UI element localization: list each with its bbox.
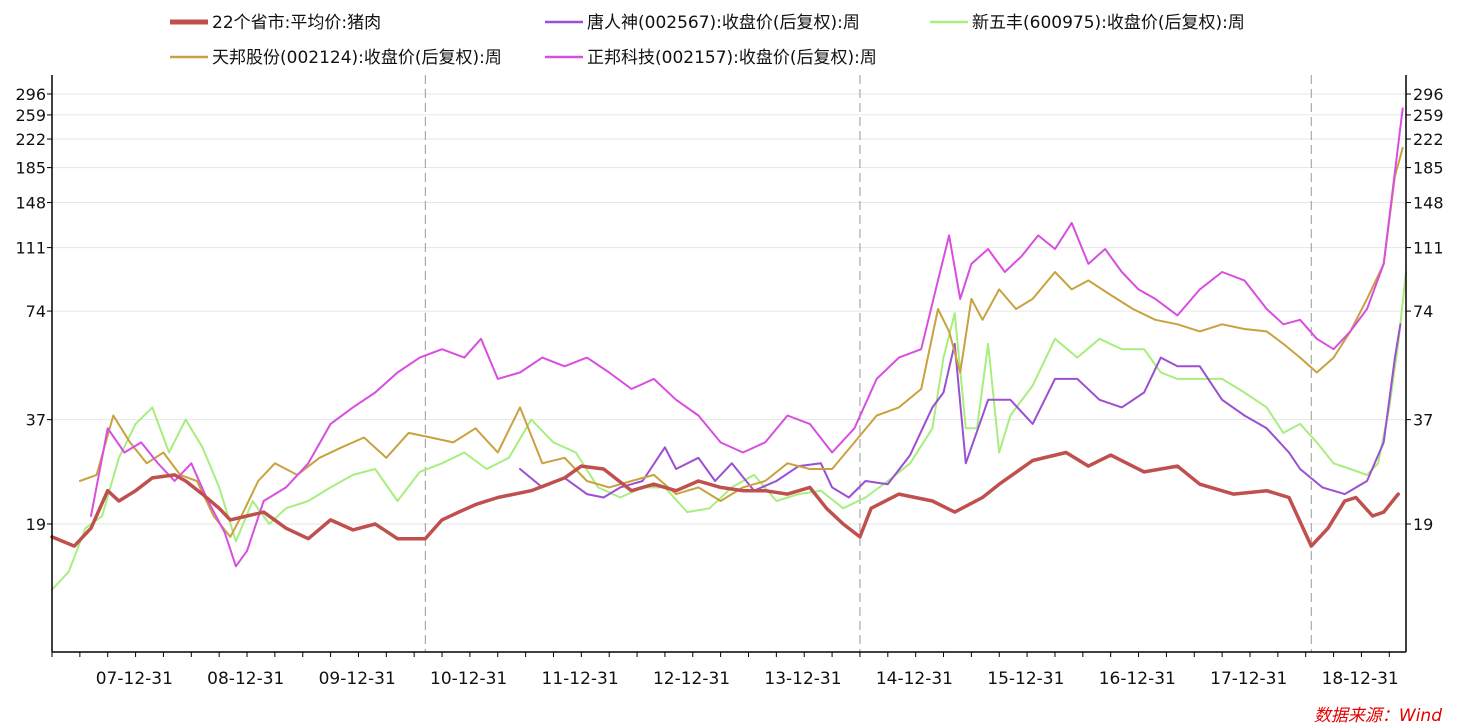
axes [51, 75, 1407, 653]
y-tick-label-left: 222 [15, 130, 46, 149]
x-tick-label: 12-12-31 [653, 669, 730, 689]
x-tick-label: 16-12-31 [1099, 669, 1176, 689]
vertical-markers [424, 75, 1312, 652]
y-tick-label-left: 148 [15, 194, 46, 213]
legend-label: 22个省市:平均价:猪肉 [212, 13, 381, 33]
y-tick-label-right: 111 [1413, 239, 1444, 258]
x-tick-label: 15-12-31 [987, 669, 1064, 689]
legend: 22个省市:平均价:猪肉 唐人神(002567):收盘价(后复权):周 新五丰(60… [170, 12, 1245, 68]
legend-label: 天邦股份(002124):收盘价(后复权):周 [212, 48, 502, 68]
x-tick-label: 10-12-31 [430, 669, 507, 689]
series-line-4 [78, 146, 1404, 538]
y-tick-label-right: 185 [1413, 159, 1444, 178]
series-line-1 [50, 450, 1400, 548]
y-tick-label-right: 19 [1413, 515, 1433, 534]
y-tick-label-left: 37 [26, 411, 46, 430]
series-lines [50, 107, 1407, 591]
x-tick-label: 18-12-31 [1322, 669, 1399, 689]
y-tick-label-right: 148 [1413, 194, 1444, 213]
x-tick-label: 11-12-31 [542, 669, 619, 689]
y-tick-label-right: 259 [1413, 106, 1444, 125]
y-tick-label-right: 296 [1413, 85, 1444, 104]
series-line-5 [90, 107, 1404, 568]
y-tick-label-right: 74 [1413, 302, 1433, 321]
y-tick-label-left: 74 [26, 302, 46, 321]
y-tick-label-left: 19 [26, 515, 46, 534]
legend-label: 正邦科技(002157):收盘价(后复权):周 [587, 48, 877, 68]
y-tick-label-right: 37 [1413, 411, 1433, 430]
tick-labels: 19 19 37 37 74 74 111 111 148 148 185 185 222 222 259 2… [15, 85, 1443, 689]
y-tick-label-left: 111 [15, 239, 46, 258]
x-tick-label: 07-12-31 [96, 669, 173, 689]
source-note: 数据来源：Wind [1314, 706, 1442, 726]
legend-label: 唐人神(002567):收盘价(后复权):周 [587, 12, 860, 33]
y-tick-label-left: 185 [15, 159, 46, 178]
x-tick-label: 13-12-31 [764, 669, 841, 689]
series-line-3 [51, 271, 1407, 591]
x-tick-label: 17-12-31 [1210, 669, 1287, 689]
series-line-2 [519, 323, 1402, 499]
x-tick-label: 08-12-31 [207, 669, 284, 689]
legend-label: 新五丰(600975):收盘价(后复权):周 [972, 13, 1245, 33]
y-tick-label-left: 259 [15, 106, 46, 125]
gridlines [52, 93, 1406, 525]
y-tick-label-left: 296 [15, 85, 46, 104]
y-tick-label-right: 222 [1413, 130, 1444, 149]
x-tick-label: 09-12-31 [319, 669, 396, 689]
x-tick-label: 14-12-31 [876, 669, 953, 689]
